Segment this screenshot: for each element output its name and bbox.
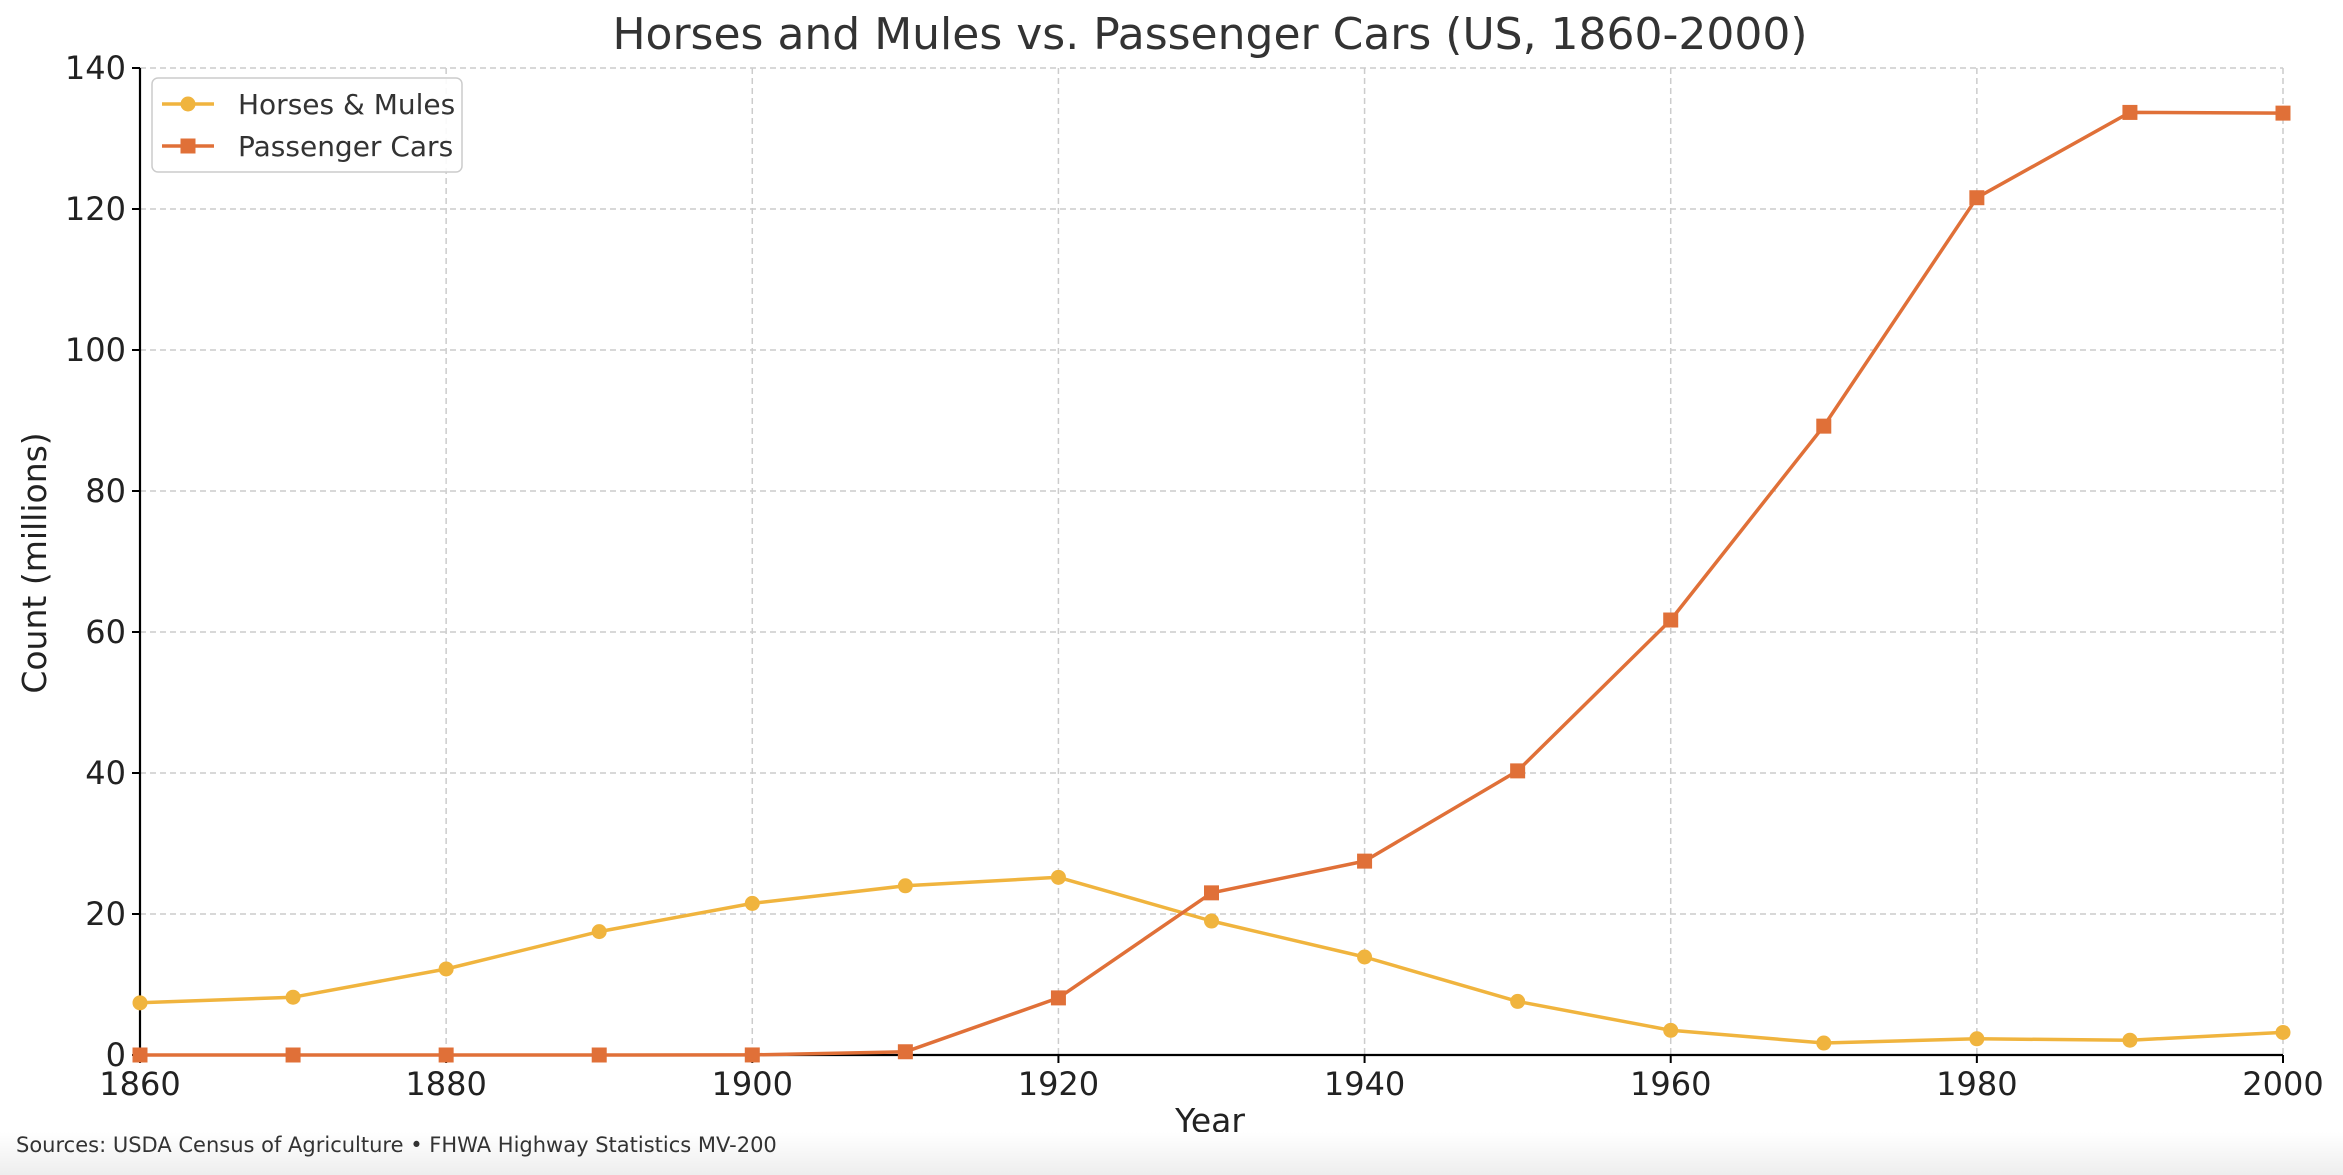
x-tick-label: 2000 xyxy=(2242,1065,2323,1103)
data-point-passenger-cars xyxy=(1969,190,1985,206)
data-point-passenger-cars xyxy=(2122,104,2138,120)
data-point-horses-mules xyxy=(2122,1032,2138,1048)
legend-box xyxy=(151,77,463,173)
footer-bar xyxy=(0,1132,2343,1175)
grid xyxy=(139,67,2284,1056)
x-tick-label: 1980 xyxy=(1936,1065,2017,1103)
data-point-horses-mules xyxy=(285,989,301,1005)
y-tick-label: 40 xyxy=(85,754,126,792)
x-tick-label: 1860 xyxy=(99,1065,180,1103)
data-point-horses-mules xyxy=(2275,1024,2291,1040)
y-tick-label: 120 xyxy=(65,190,126,228)
data-point-passenger-cars xyxy=(1816,418,1832,434)
y-axis-label: Count (millions) xyxy=(15,432,54,693)
sources-note: Sources: USDA Census of Agriculture • FH… xyxy=(16,1133,777,1157)
y-tick-label: 20 xyxy=(85,895,126,933)
x-tick-labels: 1860 1880 1900 1920 1940 1960 1980 2000 xyxy=(99,1065,2323,1103)
data-point-passenger-cars xyxy=(1510,763,1526,779)
data-point-horses-mules xyxy=(1204,913,1219,929)
data-point-horses-mules xyxy=(1050,869,1066,885)
data-point-passenger-cars xyxy=(1357,853,1373,869)
y-tick-label: 80 xyxy=(85,472,126,510)
y-tick-label: 0 xyxy=(106,1036,126,1074)
x-tick-label: 1920 xyxy=(1018,1065,1099,1103)
x-tick-label: 1960 xyxy=(1630,1065,1711,1103)
x-tick-label: 1940 xyxy=(1324,1065,1405,1103)
series xyxy=(132,104,2291,1063)
series-line-horses-mules xyxy=(139,875,2284,1045)
data-point-passenger-cars xyxy=(285,1047,301,1063)
data-point-passenger-cars xyxy=(897,1044,913,1060)
data-point-passenger-cars xyxy=(1663,612,1679,628)
data-point-horses-mules xyxy=(744,895,760,911)
y-tick-label: 100 xyxy=(65,331,126,369)
data-point-passenger-cars xyxy=(132,1047,148,1063)
data-point-horses-mules xyxy=(1357,949,1373,965)
data-point-passenger-cars xyxy=(438,1047,454,1063)
chart-title: Horses and Mules vs. Passenger Cars (US,… xyxy=(612,9,1807,60)
data-point-horses-mules xyxy=(1816,1035,1832,1051)
data-point-horses-mules xyxy=(438,961,454,977)
legend-marker-passenger-cars xyxy=(180,138,196,154)
legend: Horses & Mules Passenger Cars xyxy=(151,77,463,173)
y-tick-labels: 0 20 40 60 80 100 120 140 xyxy=(65,49,126,1074)
data-point-horses-mules xyxy=(591,924,607,940)
data-point-horses-mules xyxy=(1969,1031,1985,1047)
data-point-horses-mules xyxy=(1510,993,1526,1009)
data-point-horses-mules xyxy=(132,995,148,1011)
x-tick-label: 1900 xyxy=(712,1065,793,1103)
legend-label-passenger-cars: Passenger Cars xyxy=(238,130,453,163)
data-point-passenger-cars xyxy=(591,1047,607,1063)
data-point-passenger-cars xyxy=(1050,990,1066,1006)
y-tick-label: 140 xyxy=(65,49,126,87)
x-tick-label: 1880 xyxy=(405,1065,486,1103)
y-tick-label: 60 xyxy=(85,613,126,651)
data-point-horses-mules xyxy=(897,878,913,894)
data-point-horses-mules xyxy=(1663,1022,1679,1038)
legend-marker-horses-mules xyxy=(180,96,196,112)
data-point-passenger-cars xyxy=(744,1047,760,1063)
data-point-passenger-cars xyxy=(2275,105,2291,121)
legend-label-horses-mules: Horses & Mules xyxy=(238,88,455,121)
data-point-passenger-cars xyxy=(1204,885,1219,901)
